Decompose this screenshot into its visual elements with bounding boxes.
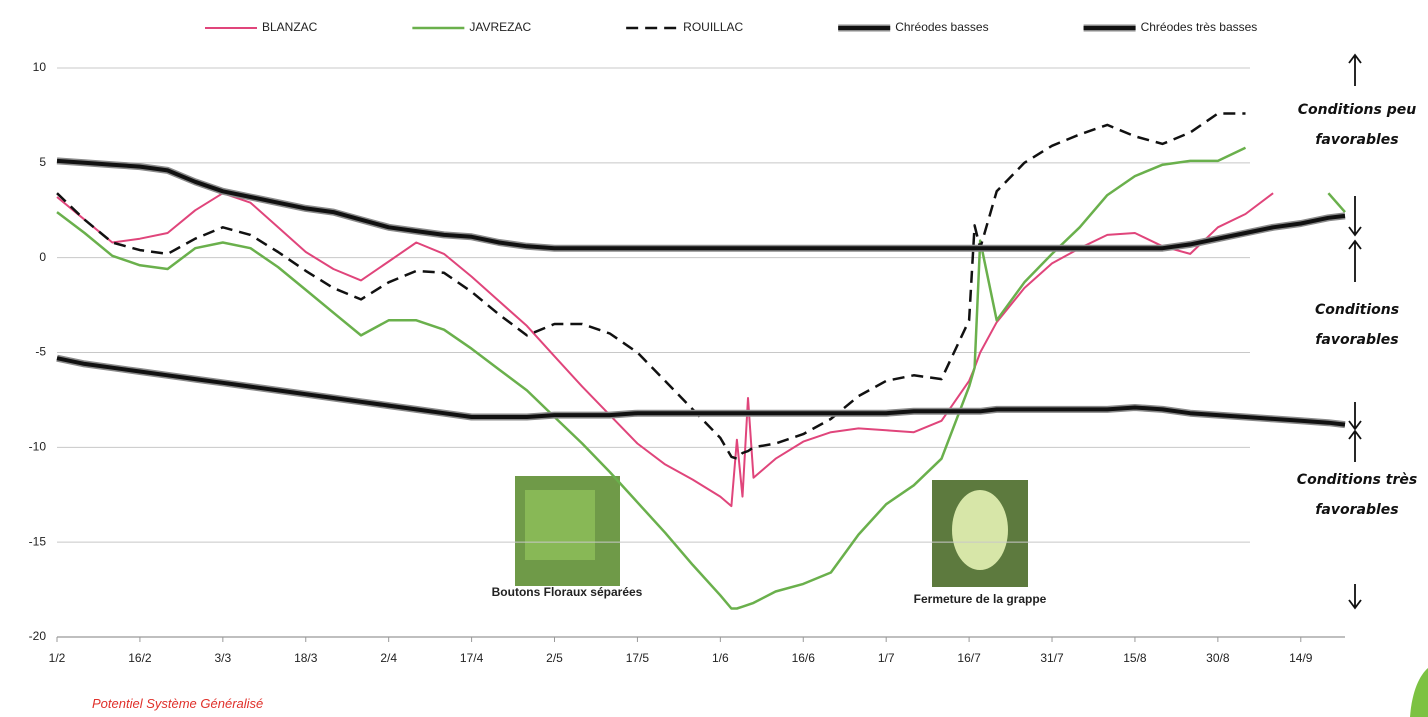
x-tick-label: 15/8 — [1123, 651, 1147, 665]
y-tick-label: 5 — [39, 155, 46, 169]
x-tick-label: 17/4 — [460, 651, 484, 665]
source: Potentiel Système Généralisé — [92, 696, 263, 711]
annotation: Conditions très favorables — [1282, 465, 1428, 525]
annotation: Conditions peu favorables — [1282, 95, 1428, 155]
x-tick-label: 30/8 — [1206, 651, 1230, 665]
x-tick-label: 14/9 — [1289, 651, 1313, 665]
y-tick-label: -15 — [29, 534, 47, 548]
logo-leaf — [1410, 668, 1428, 717]
x-tick-label: 17/5 — [626, 651, 650, 665]
photo-caption: Boutons Floraux séparées — [492, 585, 643, 599]
series-line — [57, 193, 1273, 506]
page: -20 -15 -10 -5 0 5 10 1/2 16/2 3/3 18/3 2/4 17/4 2/5 1… — [0, 0, 1428, 717]
x-tick-label: 3/3 — [214, 651, 231, 665]
x-tick-label: 16/2 — [128, 651, 152, 665]
y-tick-label: 0 — [39, 250, 46, 264]
legend-label: BLANZAC — [262, 20, 318, 34]
chart: -20 -15 -10 -5 0 5 10 1/2 16/2 3/3 18/3 2/4 17/4 2/5 1… — [0, 0, 1428, 717]
legend-label: ROUILLAC — [683, 20, 743, 34]
series-line — [57, 358, 1345, 424]
x-tick-label: 2/5 — [546, 651, 563, 665]
legend-label: JAVREZAC — [469, 20, 531, 34]
legend-label: Chréodes basses — [895, 20, 988, 34]
x-tick-label: 1/2 — [49, 651, 66, 665]
y-tick-label: -5 — [35, 345, 46, 359]
y-tick-label: -10 — [29, 440, 47, 454]
photo-caption: Fermeture de la grappe — [914, 592, 1047, 606]
photos — [515, 476, 1028, 587]
x-tick-label: 16/7 — [957, 651, 981, 665]
x-tick-label: 1/7 — [878, 651, 895, 665]
y-tick-label: -20 — [29, 629, 47, 643]
x-tick-label: 1/6 — [712, 651, 729, 665]
x-tick-label: 2/4 — [380, 651, 397, 665]
x-tick-label: 31/7 — [1040, 651, 1064, 665]
y-tick-label: 10 — [33, 60, 47, 74]
legend-label: Chréodes très basses — [1141, 20, 1258, 34]
series-line — [1328, 193, 1345, 212]
annotation: Conditions favorables — [1282, 295, 1428, 355]
series-line — [57, 148, 1246, 609]
x-tick-label: 18/3 — [294, 651, 318, 665]
x-tick-label: 16/6 — [792, 651, 816, 665]
